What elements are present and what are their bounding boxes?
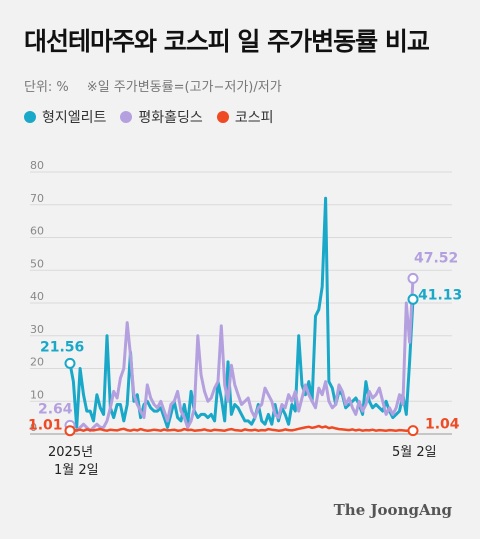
y-tick-label: 20 <box>30 356 44 369</box>
end-data-label: 41.13 <box>418 287 462 303</box>
credit-logo: The JoongAng <box>333 501 452 519</box>
end-marker-1 <box>407 272 419 284</box>
formula-note: ※일 주가변동률=(고가−저가)/저가 <box>86 80 282 95</box>
y-tick-label: 50 <box>30 257 44 270</box>
legend-dot-icon <box>216 111 229 123</box>
start-marker-2 <box>64 425 76 437</box>
legend-item-hyungji: 형지엘리트 <box>24 107 106 127</box>
start-marker-0 <box>64 357 76 369</box>
legend-item-pyunghwa: 평화홀딩스 <box>120 107 203 127</box>
start-data-label: 2.64 <box>38 401 73 417</box>
start-data-label: 21.56 <box>40 339 84 355</box>
series-line-0 <box>68 196 415 429</box>
series-line-1 <box>68 278 415 433</box>
y-tick-label: 40 <box>30 290 44 303</box>
legend: 형지엘리트 평화홀딩스 코스피 <box>24 107 287 127</box>
end-data-label: 47.52 <box>414 250 458 266</box>
unit-label: 단위: % <box>24 80 69 95</box>
y-tick-label: 10 <box>30 388 44 401</box>
end-marker-0 <box>407 293 419 305</box>
series-line-2 <box>69 424 414 432</box>
y-tick-label: 30 <box>30 323 44 336</box>
x-tick-line: 1월 2일 <box>54 463 99 478</box>
end-marker-2 <box>407 425 419 437</box>
x-tick-line: 2025년 <box>48 445 93 460</box>
y-tick-label: 80 <box>30 159 44 172</box>
y-tick-label: 60 <box>30 225 44 238</box>
legend-label: 형지엘리트 <box>42 110 107 126</box>
legend-dot-icon <box>24 111 36 123</box>
end-data-label: 1.04 <box>425 417 460 433</box>
start-data-label: 1.01 <box>28 418 63 434</box>
chart-title: 대선테마주와 코스피 일 주가변동률 비교 <box>24 27 430 56</box>
y-tick-label: 0 <box>30 421 37 434</box>
legend-label: 코스피 <box>234 110 274 126</box>
y-tick-label: 70 <box>30 192 44 205</box>
x-tick-label-end: 5월 2일 <box>392 445 437 460</box>
legend-item-kospi: 코스피 <box>216 107 274 127</box>
x-tick-label-start: 2025년 1월 2일 <box>48 445 99 478</box>
chart-subtitle: 단위: % ※일 주가변동률=(고가−저가)/저가 <box>24 76 282 95</box>
legend-dot-icon <box>120 111 133 123</box>
legend-label: 평화홀딩스 <box>138 110 203 126</box>
